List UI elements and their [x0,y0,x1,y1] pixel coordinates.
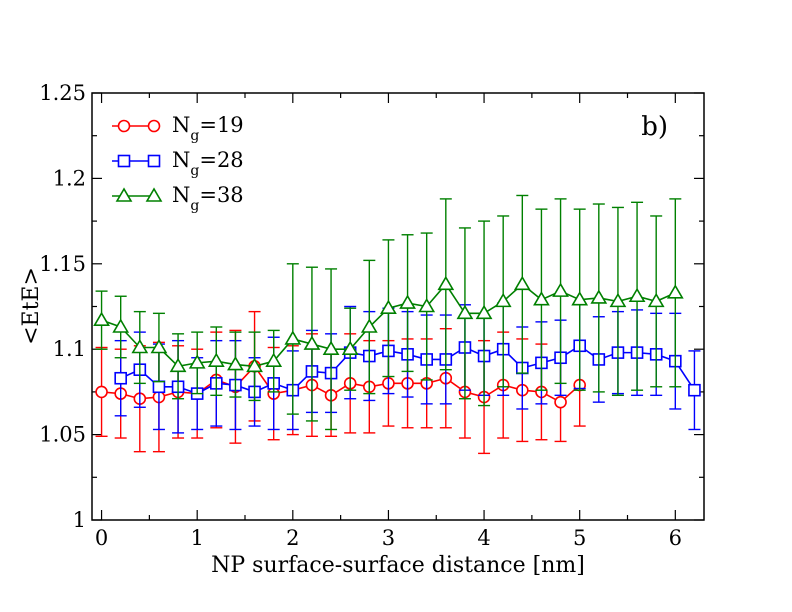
data-point [590,289,608,304]
data-series [93,194,701,455]
y-tick-label: 1.2 [53,166,86,190]
series-ng-38 [93,194,684,431]
panel-label: b) [641,112,668,142]
data-point [666,284,684,299]
x-axis-label: NP surface-surface distance [nm] [211,553,585,578]
data-point [456,304,474,320]
data-point [418,297,436,313]
data-point [688,383,701,397]
x-tick-label: 1 [191,526,204,550]
legend-label-suffix: =19 [199,113,243,137]
legend-label-subscript: g [190,128,199,144]
y-tick-label: 1.05 [39,423,86,447]
legend-label: Ng=28 [172,148,244,179]
data-point [475,304,493,320]
data-point [552,282,569,297]
data-point [93,311,110,326]
data-point [360,318,378,333]
data-point [246,357,263,373]
legend-marker [147,119,161,133]
data-point [112,318,130,333]
data-point [152,380,166,394]
data-point [207,352,225,367]
legend-label: Ng=38 [172,183,244,214]
legend-marker [117,154,131,168]
data-point [571,291,589,306]
legend-entry: Ng=19 [112,113,244,144]
legend-label: Ng=19 [172,113,244,144]
data-point [265,352,283,367]
x-tick-label: 0 [95,526,108,550]
legend-marker [145,187,163,202]
legend-marker [147,154,161,168]
axis-ticks [92,92,704,521]
legend-label-main: N [172,183,190,207]
y-tick-label: 1.15 [39,252,86,276]
data-point [647,292,665,308]
data-point [150,338,168,354]
x-tick-label: 5 [573,526,586,550]
data-point [188,354,206,369]
legend-marker [117,119,131,133]
legend-label-subscript: g [190,198,199,214]
legend-entry: Ng=28 [112,148,244,179]
data-point [227,355,244,371]
data-point [303,335,321,350]
data-point [533,291,550,306]
x-tick-label: 4 [477,526,490,550]
y-tick-label: 1 [73,508,86,532]
y-axis-label: <EtE> [19,267,44,345]
data-point [494,292,512,308]
data-point [284,330,302,345]
y-tick-label: 1.1 [53,337,86,361]
data-point [322,340,340,356]
data-point [169,357,187,373]
legend-label-suffix: =38 [199,183,243,207]
legend-label-suffix: =28 [199,148,243,172]
series-ng-19 [95,310,586,455]
data-point [437,275,455,291]
legend-label-main: N [172,113,190,137]
x-tick-label: 2 [286,526,299,550]
data-point [513,275,531,291]
legend-label-subscript: g [190,163,199,179]
x-tick-label: 6 [669,526,682,550]
data-point [399,294,416,309]
data-point [554,395,567,409]
data-point [380,299,397,315]
data-point [609,292,627,308]
legend-marker [115,187,133,202]
data-point [341,340,359,356]
x-tick-label: 3 [382,526,395,550]
tick-labels: 0 1 2 3 4 5 611.051.11.151.21.25 [39,81,682,550]
legend-entry: Ng=38 [112,183,244,214]
data-point [95,385,108,399]
legend-label-main: N [172,148,190,172]
data-point [114,371,127,385]
data-point [628,287,646,303]
y-tick-label: 1.25 [39,81,86,105]
data-point [131,338,149,354]
